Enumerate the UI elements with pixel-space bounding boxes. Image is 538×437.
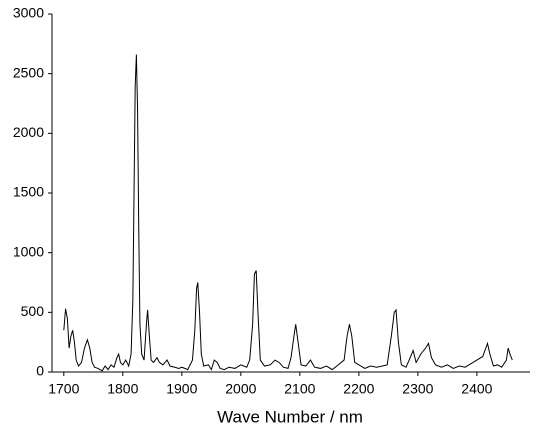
y-tick-label: 1500 xyxy=(13,184,44,200)
y-tick-label: 2500 xyxy=(13,64,44,80)
y-tick-label: 3000 xyxy=(13,5,44,21)
y-tick-label: 1000 xyxy=(13,243,44,259)
y-tick-label: 2000 xyxy=(13,124,44,140)
x-tick-label: 1900 xyxy=(166,381,197,397)
x-axis-label: Wave Number / nm xyxy=(217,407,363,426)
x-tick-label: 2000 xyxy=(225,381,256,397)
x-tick-label: 2100 xyxy=(284,381,315,397)
x-tick-label: 2400 xyxy=(461,381,492,397)
x-tick-label: 2300 xyxy=(402,381,433,397)
y-tick-label: 0 xyxy=(36,363,44,379)
y-tick-label: 500 xyxy=(21,303,45,319)
x-tick-label: 1700 xyxy=(48,381,79,397)
spectrum-line xyxy=(63,54,513,372)
x-tick-label: 2200 xyxy=(343,381,374,397)
x-tick-label: 1800 xyxy=(107,381,138,397)
